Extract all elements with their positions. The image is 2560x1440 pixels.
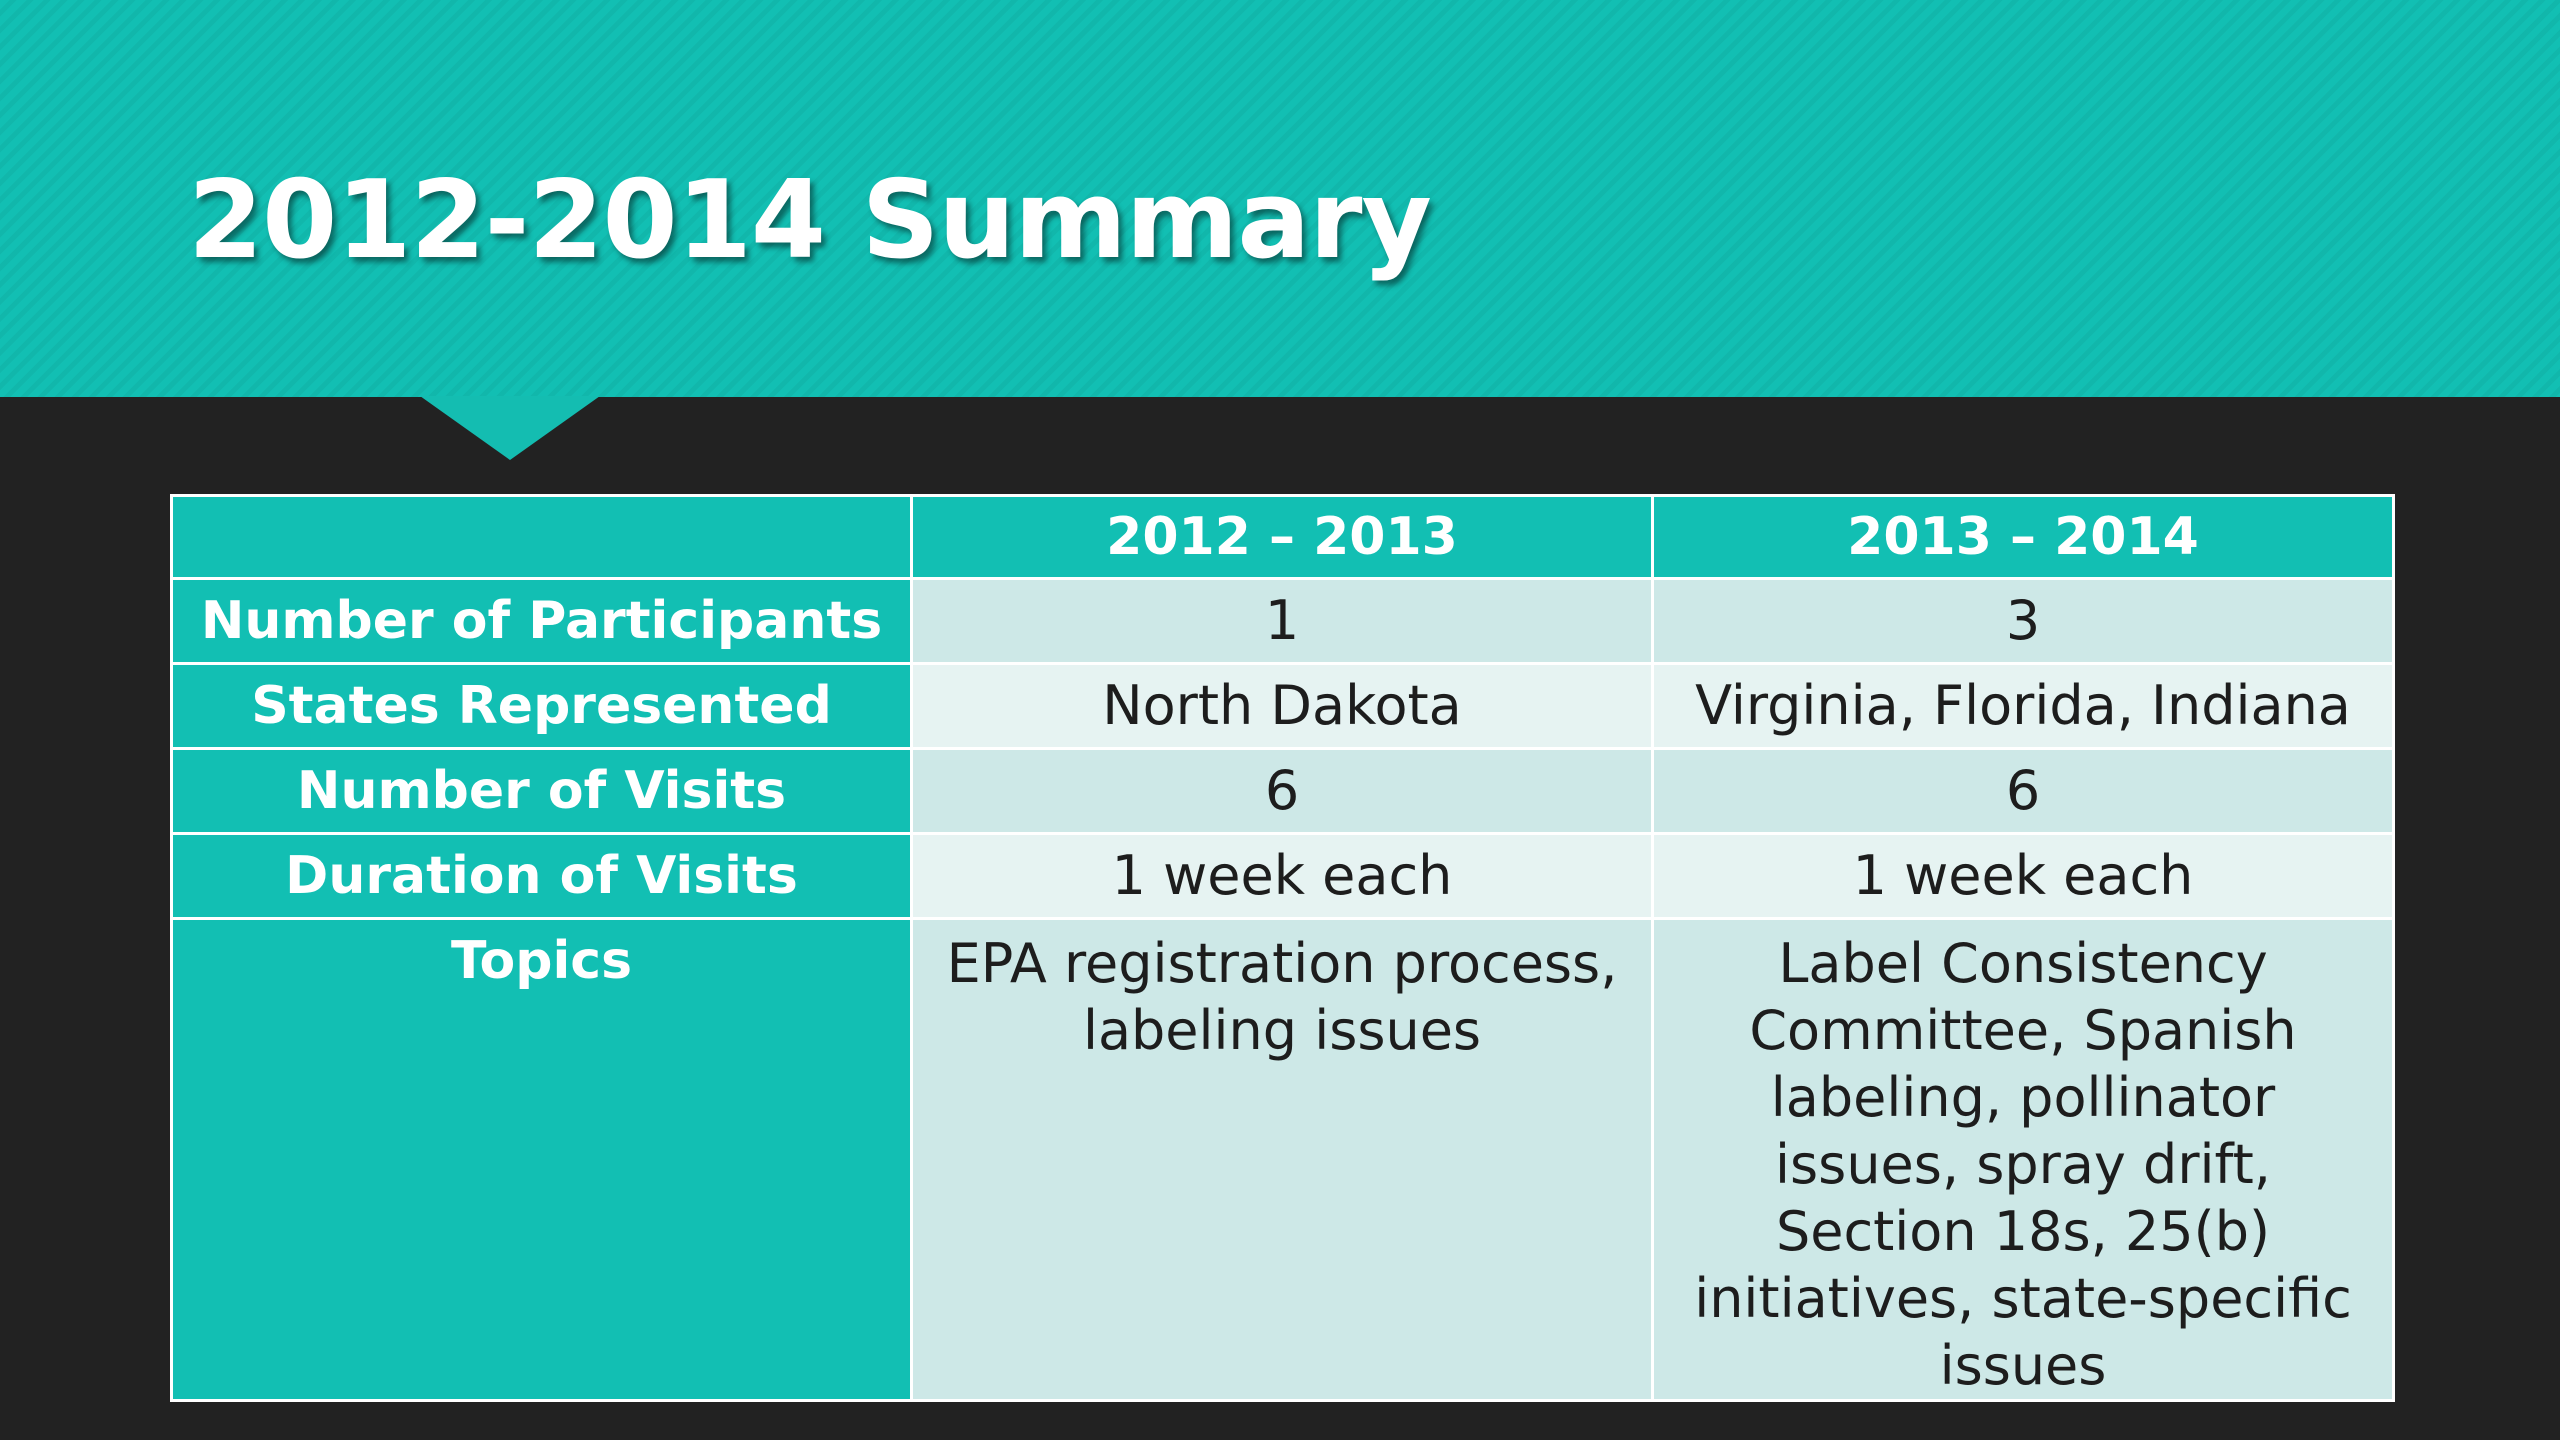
row-label: States Represented xyxy=(170,662,913,750)
table-cell: 1 xyxy=(910,577,1654,665)
header-cell-2012-2013: 2012 – 2013 xyxy=(910,494,1654,580)
table-cell: EPA registration process, labeling issue… xyxy=(910,917,1654,1402)
banner-notch xyxy=(420,396,600,460)
table-cell: 6 xyxy=(910,747,1654,835)
title-banner xyxy=(0,0,2560,397)
row-label: Number of Visits xyxy=(170,747,913,835)
table-row: Number of Visits 6 6 xyxy=(170,747,2395,835)
table-cell: 3 xyxy=(1651,577,2395,665)
header-cell-empty xyxy=(170,494,913,580)
row-label: Duration of Visits xyxy=(170,832,913,920)
header-cell-2013-2014: 2013 – 2014 xyxy=(1651,494,2395,580)
row-label: Number of Participants xyxy=(170,577,913,665)
table-cell: Label Consistency Committee, Spanish lab… xyxy=(1651,917,2395,1402)
table-cell: 6 xyxy=(1651,747,2395,835)
table-row: Duration of Visits 1 week each 1 week ea… xyxy=(170,832,2395,920)
slide-title: 2012-2014 Summary xyxy=(188,158,1432,283)
table-row: Topics EPA registration process, labelin… xyxy=(170,917,2395,1402)
table-cell: Virginia, Florida, Indiana xyxy=(1651,662,2395,750)
table-row: States Represented North Dakota Virginia… xyxy=(170,662,2395,750)
table-row: Number of Participants 1 3 xyxy=(170,577,2395,665)
table-cell: 1 week each xyxy=(910,832,1654,920)
table-cell: North Dakota xyxy=(910,662,1654,750)
row-label: Topics xyxy=(170,917,913,1402)
table-cell: 1 week each xyxy=(1651,832,2395,920)
table-header-row: 2012 – 2013 2013 – 2014 xyxy=(170,494,2395,580)
summary-table: 2012 – 2013 2013 – 2014 Number of Partic… xyxy=(170,494,2395,1402)
